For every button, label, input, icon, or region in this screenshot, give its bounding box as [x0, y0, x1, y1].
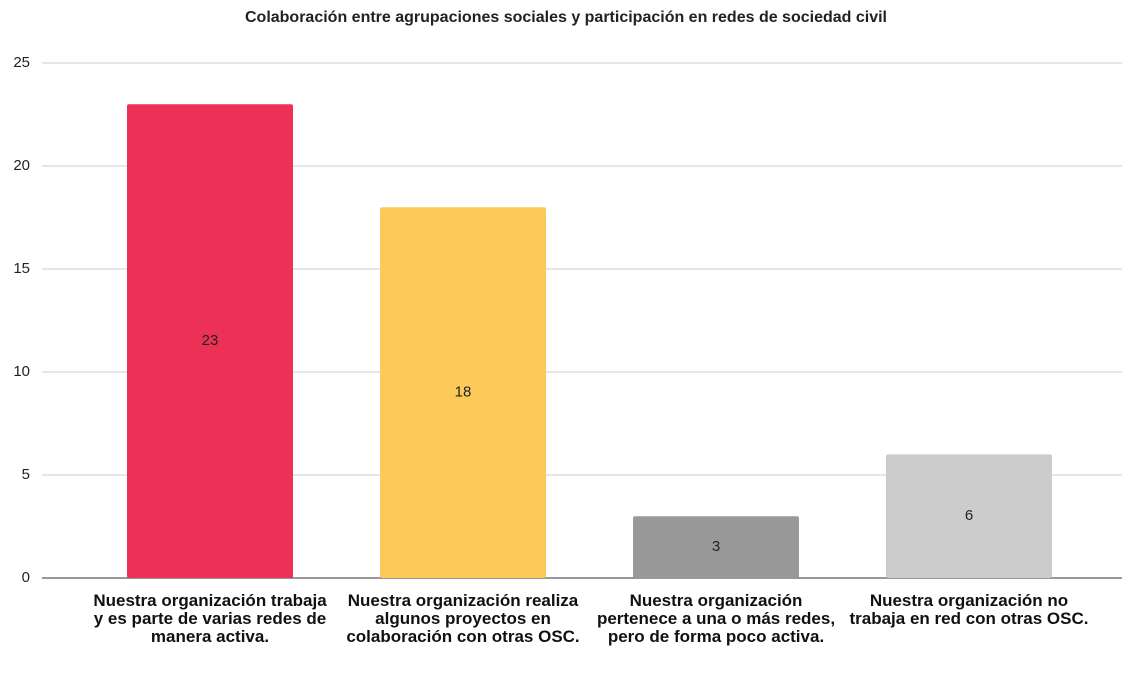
chart-title: Colaboración entre agrupaciones sociales…: [245, 9, 887, 26]
bar: [380, 207, 546, 578]
y-tick-label: 5: [22, 466, 30, 483]
x-tick-label: Nuestra organización pertenece a una o m…: [596, 591, 836, 646]
bar: [886, 454, 1052, 578]
bar: [633, 516, 799, 578]
x-tick-label: Nuestra organización trabaja y es parte …: [93, 591, 327, 646]
y-tick-label: 15: [13, 260, 30, 277]
y-tick-label: 25: [13, 54, 30, 71]
y-tick-label: 20: [13, 157, 30, 174]
data-label: 18: [455, 384, 472, 401]
data-label: 6: [965, 507, 973, 524]
y-tick-label: 0: [22, 569, 30, 586]
data-label: 23: [202, 332, 219, 349]
data-label: 3: [712, 538, 720, 555]
y-tick-label: 10: [13, 363, 30, 380]
x-tick-label: Nuestra organización realiza algunos pro…: [346, 591, 580, 646]
x-tick-label: Nuestra organización no trabaja en red c…: [849, 591, 1089, 628]
bar: [127, 104, 293, 578]
